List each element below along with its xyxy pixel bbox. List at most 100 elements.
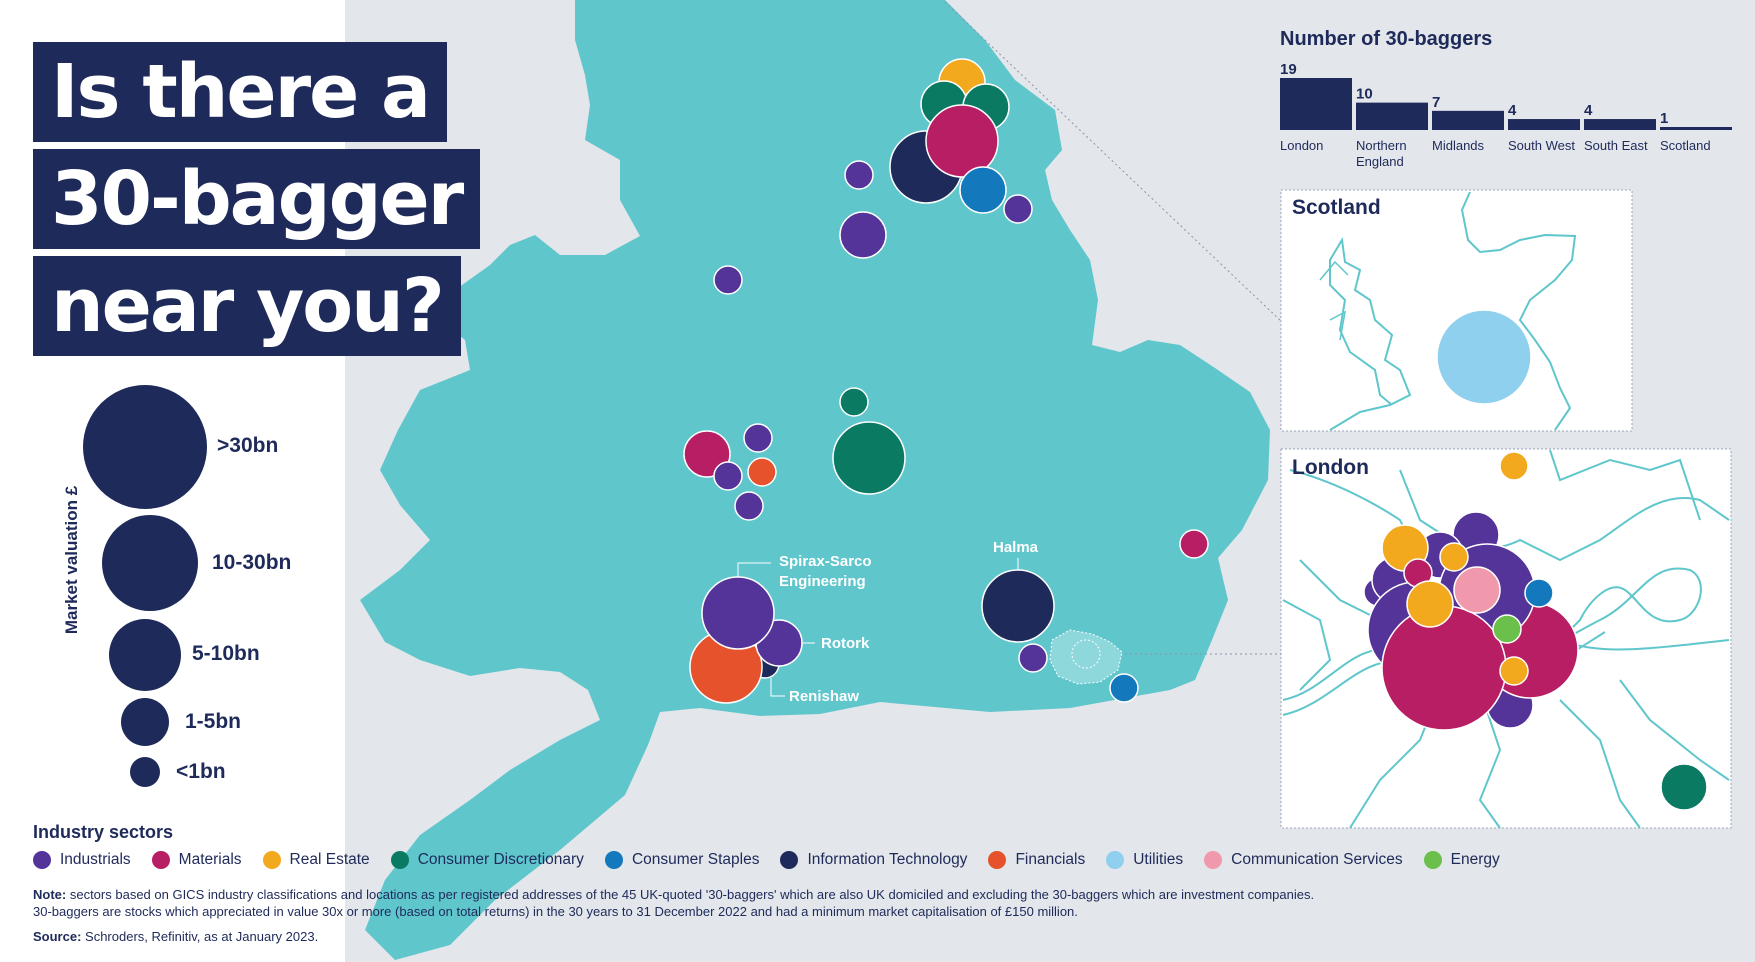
- sector-swatch: [390, 851, 409, 869]
- bar-category-label: Midlands: [1432, 138, 1485, 153]
- bar-category-label: London: [1280, 138, 1323, 153]
- title-line-1: Is there a: [33, 42, 447, 142]
- sector-label: Financials: [1015, 851, 1086, 868]
- england-wales-landmass: [360, 0, 1270, 960]
- size-legend-label-s: 1-5bn: [185, 710, 242, 733]
- bar: [1508, 119, 1580, 130]
- sector-label: Real Estate: [289, 851, 370, 868]
- bubble-industrials: [1018, 643, 1048, 673]
- bubble-industrials: [844, 160, 874, 190]
- london-bubble-real-estate: [1499, 451, 1529, 481]
- sector-swatch: [1106, 851, 1125, 869]
- bubble-industrials: [1003, 194, 1033, 224]
- sector-swatch: [262, 851, 281, 869]
- sector-swatch: [1423, 851, 1442, 869]
- sector-legend-item: Industrials: [33, 851, 131, 869]
- sector-swatch: [988, 851, 1007, 869]
- london-bubble-real-estate: [1406, 580, 1454, 628]
- size-legend-circle-s: [121, 698, 169, 746]
- sector-label: Information Technology: [807, 851, 968, 868]
- bar-category-label: South West: [1508, 138, 1575, 153]
- london-bubble-energy: [1492, 614, 1522, 644]
- bubble-industrials: [713, 461, 743, 491]
- bubble-consumer-staples: [959, 166, 1007, 214]
- size-legend-label-m: 5-10bn: [192, 642, 260, 665]
- label-spirax-sarco: Spirax-Sarco Engineering: [779, 552, 872, 592]
- sector-label: Communication Services: [1231, 851, 1403, 868]
- note: Note: sectors based on GICS industry cla…: [33, 886, 1533, 920]
- note-line-2: 30-baggers are stocks which appreciated …: [33, 904, 1078, 919]
- bar: [1432, 110, 1504, 130]
- size-legend: [83, 385, 207, 787]
- size-legend-axis-label: Market valuation £: [62, 485, 81, 635]
- bubble-materials: [925, 104, 999, 178]
- london-bubble-communication-services: [1453, 566, 1501, 614]
- bubble-industrials: [743, 423, 773, 453]
- bar: [1280, 78, 1352, 130]
- london-bubble-real-estate: [1499, 656, 1529, 686]
- bubble-utilities: [1436, 309, 1532, 405]
- note-line-1: sectors based on GICS industry classific…: [69, 887, 1315, 902]
- london-bubble-consumer-staples: [1524, 578, 1554, 608]
- bubble-consumer-staples: [1109, 673, 1139, 703]
- sector-legend-item: Consumer Staples: [604, 851, 760, 869]
- london-bubble-materials: [1381, 605, 1507, 731]
- title-line-2: 30-bagger: [33, 149, 481, 249]
- source-text: Schroders, Refinitiv, as at January 2023…: [85, 929, 319, 944]
- bubble-industrials: [713, 265, 743, 295]
- source-label: Source:: [33, 929, 82, 944]
- sector-swatch: [151, 851, 170, 869]
- sector-legend-item: Energy: [1423, 851, 1500, 869]
- bubble-consumer-discretionary: [832, 421, 906, 495]
- sector-swatch: [604, 851, 623, 869]
- bubble-financials: [747, 457, 777, 487]
- label-rotork: Rotork: [821, 635, 870, 652]
- size-legend-label-l: 10-30bn: [212, 551, 292, 574]
- greater-london-outline: [1049, 629, 1123, 685]
- label-spirax-line1: Spirax-Sarco: [779, 553, 872, 570]
- sectors-legend-title: Industry sectors: [33, 822, 174, 842]
- sector-swatch: [1204, 851, 1223, 869]
- bar-category-label: South East: [1584, 138, 1648, 153]
- source: Source: Schroders, Refinitiv, as at Janu…: [33, 929, 318, 944]
- size-legend-circle-xl: [83, 385, 207, 509]
- note-label: Note:: [33, 887, 67, 902]
- london-bubbles: [1363, 451, 1708, 811]
- bubble-industrials-spirax-sarco: [701, 576, 775, 650]
- bar-value-label: 1: [1660, 110, 1668, 127]
- sector-label: Energy: [1450, 851, 1500, 868]
- sector-legend-item: Real Estate: [262, 851, 370, 869]
- london-inset-title: London: [1292, 456, 1369, 479]
- bar-value-label: 10: [1356, 86, 1373, 103]
- size-legend-label-xs: <1bn: [176, 760, 226, 783]
- spirax-leader-line: [737, 562, 771, 577]
- bar-value-label: 4: [1584, 102, 1593, 119]
- bubble-materials: [1179, 529, 1209, 559]
- size-legend-label-xl: >30bn: [217, 434, 279, 457]
- sector-legend-item: Utilities: [1106, 851, 1183, 869]
- label-spirax-line2: Engineering: [779, 573, 866, 590]
- label-renishaw: Renishaw: [789, 688, 860, 705]
- bar: [1356, 102, 1428, 130]
- bar-category-label: Scotland: [1660, 138, 1711, 153]
- sector-swatch: [780, 851, 799, 869]
- size-legend-circle-l: [102, 515, 198, 611]
- sector-label: Utilities: [1133, 851, 1184, 868]
- scotland-outline: [1329, 191, 1577, 431]
- bubble-information-technology-halma: [981, 569, 1055, 643]
- sector-legend-item: Information Technology: [780, 851, 967, 869]
- london-bubble-real-estate: [1439, 542, 1469, 572]
- bar-value-label: 4: [1508, 102, 1517, 119]
- size-legend-circle-xs: [130, 757, 160, 787]
- title-line-3: near you?: [33, 256, 461, 356]
- bar-value-label: 19: [1280, 61, 1297, 78]
- sector-swatch: [33, 851, 51, 869]
- bar-chart-title: Number of 30-baggers: [1280, 28, 1493, 50]
- size-legend-circle-m: [109, 619, 181, 691]
- sector-legend-item: Communication Services: [1204, 851, 1403, 869]
- renishaw-leader-line: [770, 678, 785, 697]
- sector-label: Consumer Staples: [631, 851, 760, 868]
- sector-label: Materials: [178, 851, 242, 868]
- sector-label: Consumer Discretionary: [417, 851, 584, 868]
